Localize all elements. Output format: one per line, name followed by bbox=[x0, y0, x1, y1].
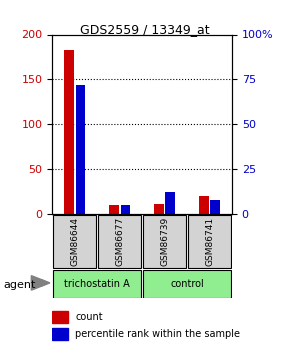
Bar bbox=[199, 196, 209, 214]
Text: GSM86644: GSM86644 bbox=[70, 217, 79, 266]
Text: agent: agent bbox=[3, 280, 35, 289]
Text: GSM86677: GSM86677 bbox=[115, 217, 124, 266]
Text: count: count bbox=[75, 312, 103, 322]
FancyBboxPatch shape bbox=[143, 215, 186, 268]
Text: GSM86739: GSM86739 bbox=[160, 217, 169, 266]
FancyBboxPatch shape bbox=[53, 270, 141, 298]
FancyBboxPatch shape bbox=[98, 215, 141, 268]
Bar bbox=[52, 310, 68, 323]
Text: control: control bbox=[170, 279, 204, 289]
Bar bbox=[166, 193, 175, 214]
FancyBboxPatch shape bbox=[188, 215, 231, 268]
Bar bbox=[64, 50, 74, 214]
Text: GSM86741: GSM86741 bbox=[205, 217, 214, 266]
FancyBboxPatch shape bbox=[143, 270, 231, 298]
Bar bbox=[52, 328, 68, 340]
Text: percentile rank within the sample: percentile rank within the sample bbox=[75, 329, 240, 339]
FancyBboxPatch shape bbox=[53, 215, 96, 268]
Bar bbox=[76, 85, 85, 214]
Text: GDS2559 / 13349_at: GDS2559 / 13349_at bbox=[80, 23, 210, 36]
Bar bbox=[154, 204, 164, 214]
Polygon shape bbox=[31, 276, 50, 290]
Bar bbox=[109, 205, 119, 214]
Bar bbox=[211, 199, 220, 214]
Text: trichostatin A: trichostatin A bbox=[64, 279, 130, 289]
Bar bbox=[121, 205, 130, 214]
